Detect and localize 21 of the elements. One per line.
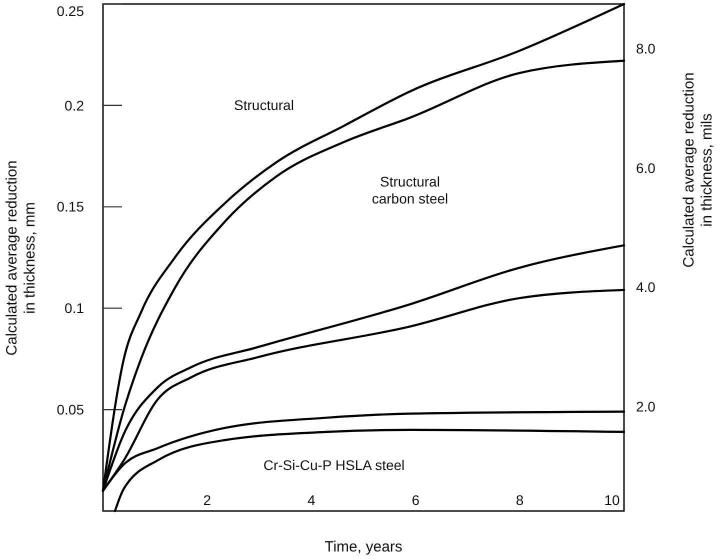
y2-tick-label: 6.0 <box>636 160 656 176</box>
y-tick-label: 0.25 <box>56 2 84 19</box>
x-tick-label: 10 <box>604 492 620 508</box>
x-tick-label: 6 <box>412 492 420 508</box>
x-tick-label: 4 <box>308 492 316 508</box>
x-tick-label: 8 <box>516 492 524 508</box>
x-tick-label: 2 <box>203 492 212 508</box>
annotation: Cr-Si-Cu-P HSLA steel <box>263 456 405 473</box>
y2-tick-label: 8.0 <box>636 40 656 57</box>
y-tick-label: 0.15 <box>56 198 84 215</box>
annotation: Structural <box>234 96 294 113</box>
y-tick-label: 0.05 <box>56 402 84 418</box>
y2-tick-label: 2.0 <box>636 398 656 415</box>
line-series <box>114 428 626 512</box>
y2-tick-label: 4.0 <box>636 279 656 296</box>
y-axis-title: Calculated average reduction in thickness, mm <box>3 160 38 356</box>
y2-axis-title: Calculated average reduction in thickness, mils <box>680 72 716 268</box>
x-axis-title: Time, years <box>324 538 402 556</box>
annotation: Structural carbon steel <box>372 174 448 206</box>
y-tick-label: 0.2 <box>64 97 84 114</box>
y-tick-label: 0.1 <box>64 300 84 316</box>
